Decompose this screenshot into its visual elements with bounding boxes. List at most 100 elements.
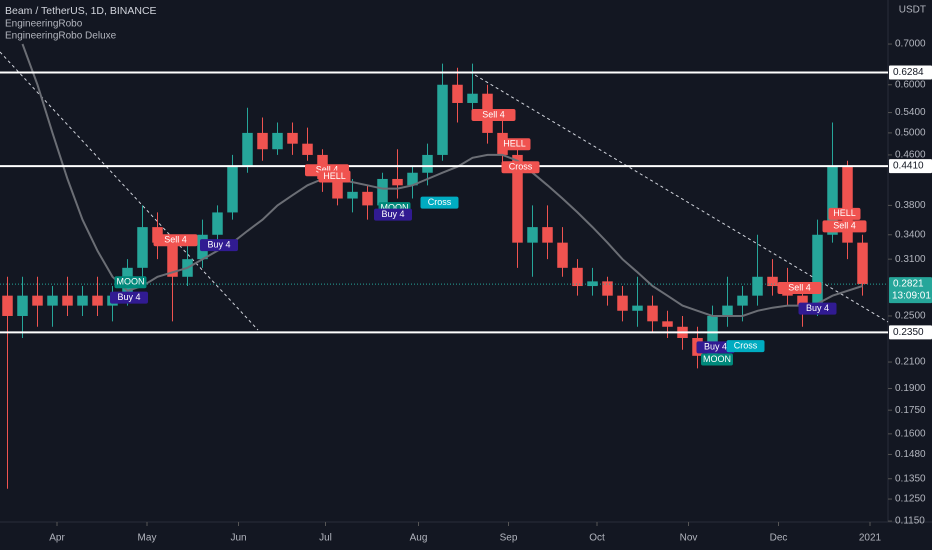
candle-body xyxy=(332,178,343,199)
signal-label: Buy 4 xyxy=(704,342,727,352)
signal-label-box xyxy=(420,196,459,209)
y-tick-label: 0.7000 xyxy=(895,39,926,50)
signal-label-box xyxy=(701,353,733,366)
signal-label: Sell 4 xyxy=(788,282,811,292)
y-tick-label: 0.5000 xyxy=(895,128,926,139)
candle-body xyxy=(422,154,433,173)
level-label-box xyxy=(889,65,932,80)
candle-body xyxy=(707,315,718,356)
candle-body xyxy=(212,212,223,235)
candle-body xyxy=(407,172,418,186)
candle-body xyxy=(722,305,733,316)
candle-body xyxy=(437,84,448,155)
candle-body xyxy=(557,242,568,268)
candle-body xyxy=(62,295,73,306)
candle-body xyxy=(32,295,43,306)
candle-body xyxy=(767,276,778,287)
indicator-name: EngineeringRobo Deluxe xyxy=(5,31,117,42)
signal-label: Buy 4 xyxy=(381,209,404,219)
last-price-box xyxy=(889,277,932,304)
signal-label-box xyxy=(471,109,516,122)
candle-body xyxy=(827,166,838,235)
candle-body xyxy=(92,295,103,306)
candle-body xyxy=(257,132,268,150)
x-tick-label: May xyxy=(138,533,157,544)
currency-label: USDT xyxy=(899,5,926,16)
level-label: 0.2350 xyxy=(893,327,924,338)
signal-label: Buy 4 xyxy=(207,239,230,249)
signal-label-box xyxy=(114,276,147,289)
candle-body xyxy=(362,191,373,206)
chart-title: Beam / TetherUS, 1D, BINANCE xyxy=(5,5,157,17)
candle-body xyxy=(572,267,583,287)
signal-label: HELL xyxy=(503,139,526,149)
signal-label-box xyxy=(798,302,837,315)
x-tick-label: Nov xyxy=(680,533,698,544)
level-label-box xyxy=(889,159,932,174)
x-tick-label: Jul xyxy=(319,533,332,544)
candle-body xyxy=(797,295,808,306)
y-tick-label: 0.4600 xyxy=(895,150,926,161)
signal-label-box xyxy=(501,161,540,174)
candle-body xyxy=(527,227,538,243)
signal-label: Cross xyxy=(734,341,758,351)
signal-label: Sell 4 xyxy=(833,221,856,231)
countdown: 13:09:01 xyxy=(892,291,931,302)
candle-body xyxy=(272,132,283,150)
signal-label: Sell 4 xyxy=(164,235,187,245)
y-tick-label: 0.1600 xyxy=(895,428,926,439)
y-tick-label: 0.2500 xyxy=(895,311,926,322)
signal-label-box xyxy=(828,207,861,220)
level-label: 0.6284 xyxy=(893,67,924,78)
signal-label: Sell 4 xyxy=(482,109,505,119)
candle-body xyxy=(17,295,28,316)
signal-label-box xyxy=(374,208,412,221)
x-tick-label: Apr xyxy=(49,533,65,544)
signal-label: MOON xyxy=(703,354,731,364)
candle-body xyxy=(647,305,658,322)
candle-body xyxy=(2,295,13,316)
signal-label: Buy 4 xyxy=(117,292,140,302)
x-tick-label: Aug xyxy=(410,533,428,544)
candle-body xyxy=(77,295,88,306)
y-tick-label: 0.2100 xyxy=(895,357,926,368)
candle-body xyxy=(452,84,463,103)
candle-body xyxy=(137,227,148,268)
candle-body xyxy=(302,143,313,155)
signal-label: Cross xyxy=(428,197,452,207)
candle-body xyxy=(587,281,598,287)
signal-label-box xyxy=(200,239,238,252)
signal-label: MOON xyxy=(117,277,145,287)
signal-label-box xyxy=(110,291,148,304)
signal-label: Buy 4 xyxy=(806,303,829,313)
y-tick-label: 0.1900 xyxy=(895,383,926,394)
level-label-box xyxy=(889,325,932,340)
candle-body xyxy=(542,227,553,243)
candle-body xyxy=(842,166,853,243)
x-tick-label: Sep xyxy=(500,533,518,544)
y-tick-label: 0.1350 xyxy=(895,473,926,484)
y-tick-label: 0.3400 xyxy=(895,229,926,240)
signal-label: MOON xyxy=(381,203,409,213)
signal-label-box xyxy=(153,234,198,247)
signal-label: HELL xyxy=(833,208,856,218)
signal-label-box xyxy=(696,341,735,354)
signal-label-box xyxy=(726,340,765,353)
candle-body xyxy=(752,276,763,296)
y-tick-label: 0.1150 xyxy=(895,516,925,527)
signal-label: Cross xyxy=(509,162,533,172)
candle-body xyxy=(617,295,628,311)
last-price-label: 0.2821 xyxy=(893,279,924,290)
x-tick-label: Oct xyxy=(589,533,605,544)
signal-label-box xyxy=(777,281,822,294)
candle-body xyxy=(242,132,253,167)
candle-body xyxy=(632,305,643,311)
indicator-name: EngineeringRobo xyxy=(5,19,83,30)
y-tick-label: 0.1480 xyxy=(895,449,926,460)
y-tick-label: 0.1250 xyxy=(895,494,926,505)
candle-body xyxy=(167,242,178,277)
y-tick-label: 0.3800 xyxy=(895,200,926,211)
candle-body xyxy=(227,166,238,213)
